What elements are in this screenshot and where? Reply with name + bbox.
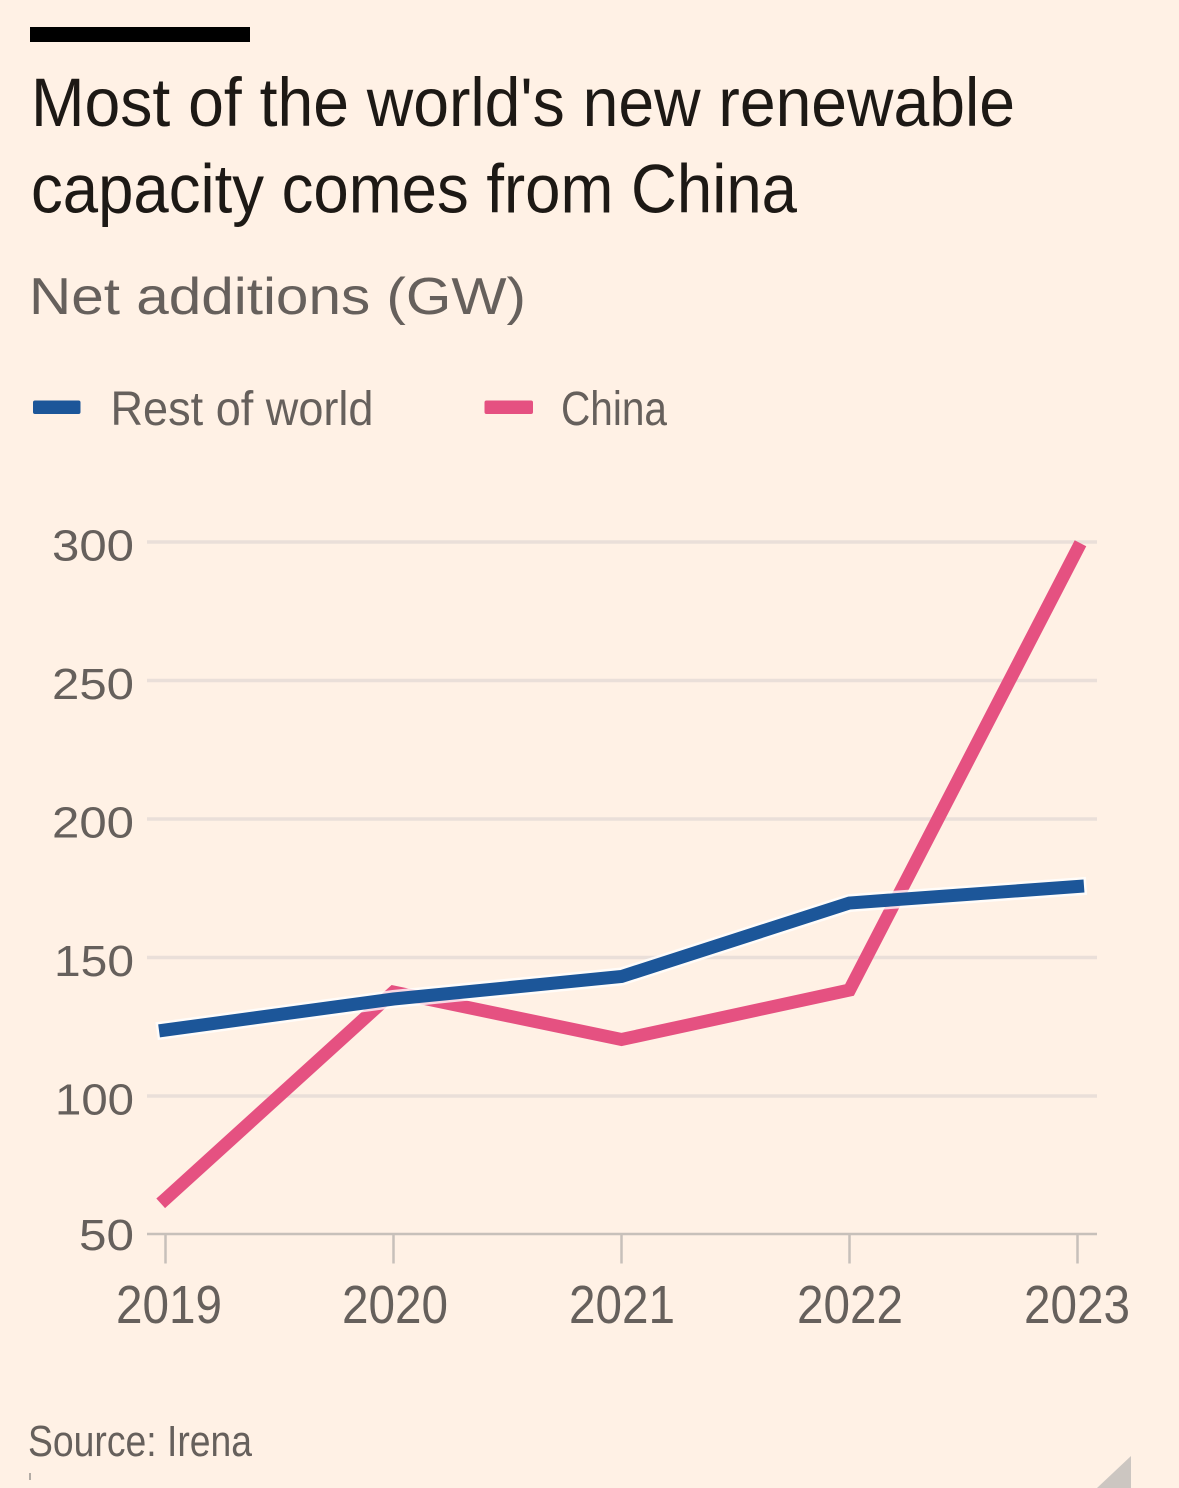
svg-text:250: 250 — [52, 660, 134, 709]
svg-text:2020: 2020 — [342, 1275, 448, 1335]
svg-text:150: 150 — [54, 937, 134, 986]
svg-text:50: 50 — [79, 1211, 134, 1260]
svg-text:China: China — [561, 383, 667, 436]
svg-text:capacity comes from China: capacity comes from China — [31, 151, 798, 228]
svg-text:Net additions (GW): Net additions (GW) — [29, 268, 526, 326]
svg-text:100: 100 — [55, 1076, 134, 1125]
svg-text:200: 200 — [52, 799, 134, 848]
svg-text:2023: 2023 — [1024, 1275, 1130, 1335]
svg-text:2021: 2021 — [569, 1275, 675, 1335]
svg-text:Source: Irena: Source: Irena — [28, 1417, 252, 1466]
svg-text:Most of the world's new renewa: Most of the world's new renewable — [31, 64, 1015, 141]
svg-text:2019: 2019 — [116, 1275, 222, 1335]
svg-text:300: 300 — [52, 522, 134, 571]
svg-text:Rest of world: Rest of world — [111, 383, 374, 436]
svg-text:2022: 2022 — [797, 1275, 903, 1335]
